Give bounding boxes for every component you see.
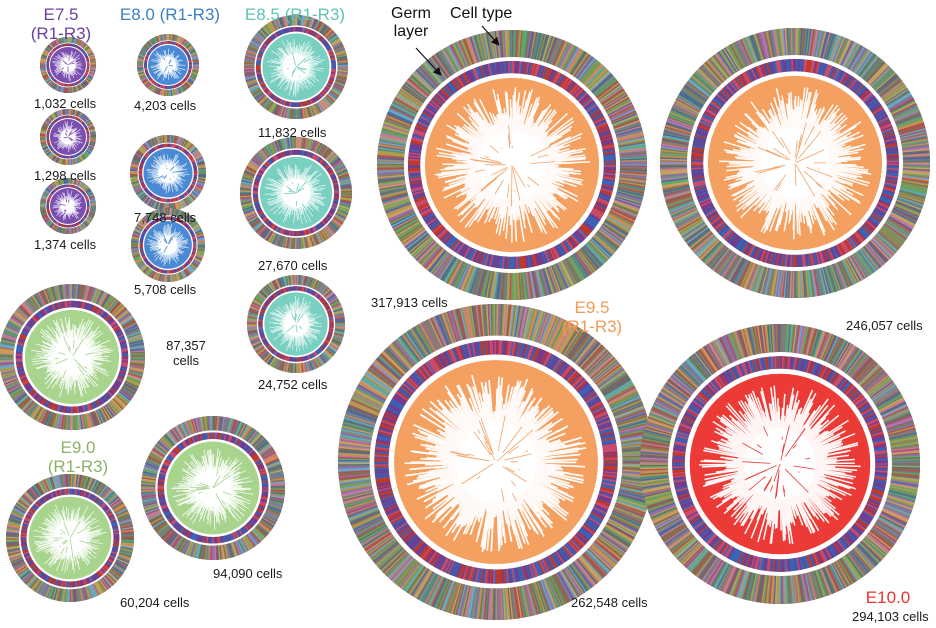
stage-replicates: (R1-R3) (284, 5, 346, 24)
stage-name: E9.5 (574, 298, 610, 317)
stage-title-e80: E8.0 (R1-R3) (112, 5, 228, 24)
lineage-tree-e95-c (337, 303, 655, 621)
cell-count-e85-c: 24,752 cells (258, 377, 328, 392)
cell-count-e75-c: 1,374 cells (34, 237, 97, 252)
cell-count-e80-a: 4,203 cells (134, 98, 197, 113)
lineage-tree-e90-a (0, 283, 146, 431)
annotation-arrows (415, 25, 500, 76)
cell-type-annotation: Cell type (450, 5, 513, 22)
germ-layer-annotation: Germ layer (391, 5, 431, 40)
cell-count-e95-c: 262,548 cells (571, 595, 648, 610)
stage-replicates: (R1-R3) (561, 317, 623, 336)
stage-title-e90: E9.0 (R1-R3) (38, 438, 118, 476)
lineage-tree-e95-b (659, 27, 931, 299)
lineage-tree-e80-c (130, 207, 206, 283)
lineage-tree-e85-b (239, 136, 353, 250)
cell-count-e90-a: 87,357 cells (166, 338, 206, 368)
cell-count-e75-b: 1,298 cells (34, 168, 97, 183)
stage-replicates: (R1-R3) (159, 5, 221, 24)
cell-count-e90-b: 60,204 cells (120, 595, 190, 610)
cell-count-e95-b: 246,057 cells (846, 318, 923, 333)
cell-count-e75-a: 1,032 cells (34, 96, 97, 111)
lineage-tree-e75-a (39, 36, 97, 94)
stage-title-e75: E7.5 (R1-R3) (28, 5, 94, 43)
cell-count-e100-a: 294,103 cells (852, 609, 929, 624)
stage-replicates: (R1-R3) (30, 24, 92, 43)
lineage-tree-e100-a (639, 323, 921, 605)
cell-type-arrow (481, 25, 500, 46)
lineage-tree-e85-c (246, 274, 346, 374)
lineage-tree-e95-a (376, 29, 648, 301)
stage-name: E8.0 (119, 5, 155, 24)
lineage-tree-e90-c (140, 415, 286, 561)
lineage-tree-e90-b (5, 473, 135, 603)
cell-count-e85-a: 11,832 cells (258, 125, 327, 140)
lineage-tree-e75-c (39, 177, 97, 235)
germ-layer-arrow (415, 47, 442, 76)
lineage-tree-e75-b (39, 108, 97, 166)
stage-replicates: (R1-R3) (47, 457, 109, 476)
cell-count-e95-a: 317,913 cells (371, 295, 448, 310)
cell-count-e80-b: 7,748 cells (134, 210, 197, 225)
stage-name: E9.0 (60, 438, 96, 457)
cell-count-e80-c: 5,708 cells (134, 282, 197, 297)
stage-title-e95: E9.5 (R1-R3) (552, 298, 632, 336)
stage-name: E8.5 (244, 5, 280, 24)
stage-name: E10.0 (865, 588, 911, 607)
stage-title-e85: E8.5 (R1-R3) (234, 5, 356, 24)
cell-count-e90-c: 94,090 cells (213, 566, 283, 581)
lineage-tree-e80-a (136, 33, 200, 97)
lineage-tree-e85-a (243, 14, 349, 120)
lineage-tree-e80-b (129, 134, 207, 212)
stage-title-e100: E10.0 (858, 588, 918, 607)
cell-count-e85-b: 27,670 cells (258, 258, 328, 273)
stage-name: E7.5 (43, 5, 79, 24)
